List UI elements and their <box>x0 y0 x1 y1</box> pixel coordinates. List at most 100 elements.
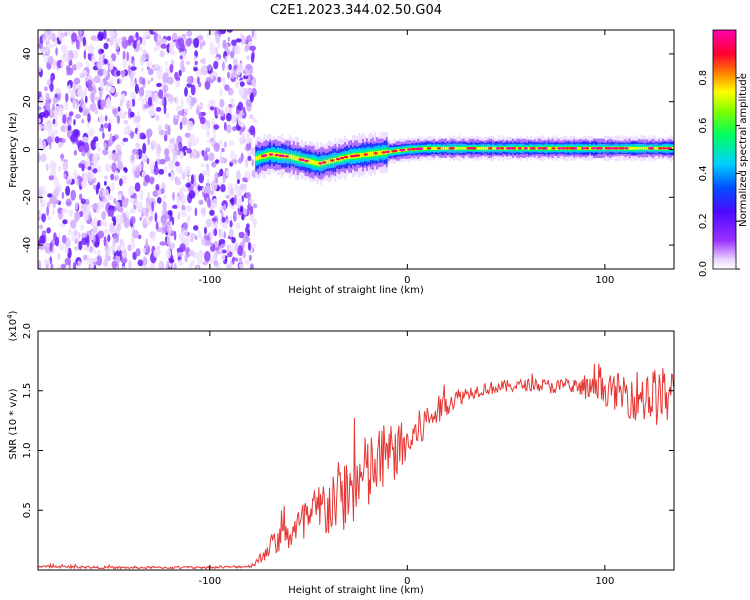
heatmap-cell <box>156 44 160 52</box>
heatmap-cell <box>294 156 297 161</box>
heatmap-cell <box>642 147 645 150</box>
heatmap-cell <box>310 159 313 165</box>
heatmap-cell <box>103 175 108 180</box>
heatmap-cell <box>219 205 224 211</box>
heatmap-cell <box>86 246 90 252</box>
heatmap-cell <box>201 170 207 176</box>
x-tick-label: 0 <box>404 275 410 286</box>
heatmap-cell <box>496 147 501 150</box>
heatmap-cell <box>147 96 153 107</box>
heatmap-cell <box>158 124 163 130</box>
heatmap-cell <box>385 150 390 154</box>
heatmap-cell <box>40 195 43 203</box>
heatmap-cell <box>145 207 149 218</box>
heatmap-cell <box>245 99 252 107</box>
heatmap-cell <box>130 131 134 139</box>
heatmap-cell <box>236 170 241 180</box>
heatmap-cell <box>38 152 41 163</box>
heatmap-cell <box>53 129 59 136</box>
heatmap-cell <box>44 244 51 248</box>
heatmap-cell <box>101 210 107 221</box>
heatmap-cell <box>238 263 244 269</box>
heatmap-cell <box>407 148 412 151</box>
heatmap-cell <box>318 162 323 165</box>
heatmap-cell <box>181 66 186 73</box>
heatmap-cell <box>100 99 107 108</box>
heatmap-cell <box>109 77 114 85</box>
heatmap-cell <box>213 124 220 130</box>
heatmap-cell <box>168 172 171 177</box>
heatmap-cell <box>133 204 136 210</box>
heatmap-cell <box>202 261 209 266</box>
heatmap-cell <box>92 203 99 210</box>
heatmap-cell <box>230 72 236 79</box>
heatmap-cell <box>135 32 139 39</box>
heatmap-cell <box>99 79 104 91</box>
heatmap-cell <box>219 88 223 97</box>
heatmap-cell <box>152 190 158 197</box>
heatmap-cell <box>93 265 97 269</box>
heatmap-cell <box>206 132 211 138</box>
heatmap-cell <box>201 65 204 76</box>
heatmap-cell <box>169 63 174 73</box>
heatmap-cell <box>128 185 135 196</box>
heatmap-cell <box>90 257 98 263</box>
heatmap-cell <box>232 126 237 132</box>
heatmap-cell <box>47 126 54 137</box>
heatmap-cell <box>82 210 89 222</box>
spectrogram-ticks: -100 0 100 -40 -20 0 20 40 <box>22 30 674 286</box>
heatmap-cell <box>115 255 121 264</box>
heatmap-cell <box>667 147 673 150</box>
heatmap-cell <box>371 151 374 157</box>
heatmap-cell <box>207 120 211 129</box>
heatmap-cell <box>41 213 46 223</box>
heatmap-cell <box>143 104 150 109</box>
heatmap-cell <box>130 91 136 103</box>
heatmap-cell <box>110 57 113 67</box>
heatmap-cell <box>179 243 186 252</box>
heatmap-cell <box>57 166 62 172</box>
heatmap-cell <box>128 259 132 269</box>
heatmap-cell <box>80 202 87 213</box>
x-tick-label: 100 <box>595 275 614 286</box>
heatmap-cell <box>211 217 217 222</box>
heatmap-cell <box>208 64 212 71</box>
heatmap-cell <box>94 75 101 84</box>
heatmap-cell <box>238 157 243 164</box>
heatmap-cell <box>255 156 258 161</box>
heatmap-cell <box>129 197 136 203</box>
heatmap-cell <box>75 39 80 50</box>
heatmap-cell <box>233 64 238 70</box>
y-tick-label: 0.5 <box>22 502 33 518</box>
heatmap-cell <box>230 50 235 59</box>
heatmap-cell <box>89 245 93 253</box>
heatmap-cell <box>202 57 206 65</box>
heatmap-cell <box>248 114 254 120</box>
heatmap-cell <box>158 129 165 136</box>
heatmap-cell <box>129 80 136 88</box>
heatmap-cell <box>103 58 108 65</box>
x-tick-label: -100 <box>198 275 221 286</box>
heatmap-cell <box>195 190 200 196</box>
heatmap-cell <box>131 98 136 107</box>
heatmap-cell <box>221 61 225 72</box>
heatmap-cell <box>96 60 103 70</box>
heatmap-cell <box>355 154 361 157</box>
heatmap-cell <box>426 147 432 150</box>
heatmap-cell <box>273 152 276 158</box>
heatmap-cell <box>184 132 191 138</box>
heatmap-cell <box>557 147 562 150</box>
heatmap-cell <box>77 232 81 240</box>
heatmap-cell <box>204 250 211 262</box>
heatmap-cell <box>149 262 154 269</box>
heatmap-cell <box>119 70 126 75</box>
heatmap-cell <box>229 220 233 228</box>
heatmap-cell <box>190 97 195 107</box>
heatmap-cell <box>79 224 85 231</box>
heatmap-cell <box>213 228 218 237</box>
heatmap-cell <box>214 106 218 117</box>
heatmap-cell <box>139 55 147 62</box>
heatmap-cell <box>658 147 663 150</box>
heatmap-cell <box>97 230 105 239</box>
